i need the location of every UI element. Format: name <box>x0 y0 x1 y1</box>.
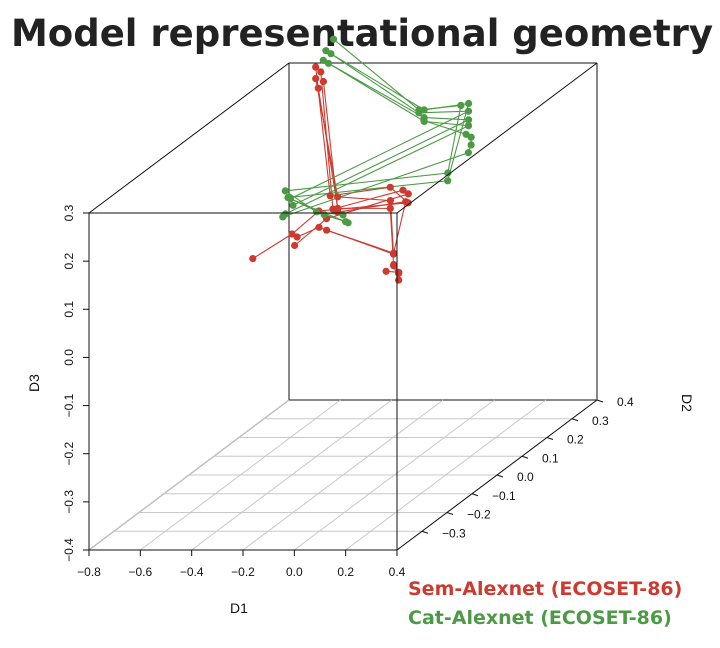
data-point <box>457 101 465 109</box>
d3-tick-label: −0.4 <box>62 538 76 562</box>
d1-tick-label: −0.2 <box>231 565 255 579</box>
d2-tick-mark <box>496 474 504 478</box>
d3-tick-label: −0.2 <box>62 442 76 466</box>
data-point <box>291 241 299 250</box>
data-point <box>386 197 394 205</box>
d2-tick-label: −0.2 <box>467 508 491 522</box>
series-line <box>285 62 471 215</box>
d1-tick-label: 0.2 <box>337 565 354 579</box>
data-point <box>415 109 423 117</box>
data-point <box>312 63 320 71</box>
data-point <box>390 249 398 257</box>
d1-tick-label: −0.6 <box>128 565 152 579</box>
data-point <box>315 223 323 231</box>
data-point <box>395 276 403 284</box>
series-line <box>292 59 469 206</box>
d3-tick-label: −0.1 <box>62 393 76 417</box>
d2-tick-label: 0.0 <box>517 470 534 484</box>
data-point <box>279 213 287 221</box>
d1-tick-label: −0.4 <box>180 565 204 579</box>
series-lines <box>252 38 472 281</box>
data-point <box>467 141 475 149</box>
d2-tick-label: 0.2 <box>567 433 584 447</box>
data-point <box>386 204 394 212</box>
axis-ticks: −0.8 −0.6 −0.4 −0.2 0.0 0.2 0.4−0.4−0.3−0.2−0.… <box>62 204 634 579</box>
box-edge <box>88 62 290 214</box>
d2-tick-mark <box>421 530 429 534</box>
d2-tick-label: 0.3 <box>592 414 609 428</box>
d3-tick-label: 0.2 <box>62 252 76 269</box>
data-point <box>339 211 347 219</box>
data-point <box>289 201 297 209</box>
d2-tick-mark <box>596 399 604 403</box>
data-point <box>293 233 301 241</box>
data-point <box>390 261 398 269</box>
data-point <box>324 59 332 67</box>
data-point <box>395 268 403 276</box>
d2-axis-label: D2 <box>679 394 695 412</box>
data-point <box>326 192 334 200</box>
series-line <box>296 78 395 255</box>
data-point <box>312 75 320 83</box>
legend-cat-alexnet: Cat-Alexnet (ECOSET-86) <box>408 607 672 629</box>
data-point <box>465 99 473 108</box>
chart-title: Model representational geometry <box>11 12 713 55</box>
data-point <box>404 199 412 207</box>
d1-tick-label: 0.0 <box>286 565 303 579</box>
data-point <box>312 208 321 216</box>
data-point <box>334 193 342 201</box>
data-point <box>467 133 475 141</box>
d3-tick-label: 0.1 <box>62 301 76 318</box>
d2-tick-label: 0.1 <box>542 451 559 465</box>
data-point <box>464 107 473 115</box>
d2-tick-label: −0.1 <box>492 489 516 503</box>
series-line <box>282 120 472 218</box>
data-point <box>344 219 352 227</box>
d1-axis-label: D1 <box>230 600 248 616</box>
data-point <box>404 190 412 198</box>
d3-tick-label: −0.3 <box>62 490 76 514</box>
data-point <box>464 149 472 157</box>
data-point <box>382 267 390 275</box>
data-point <box>464 122 473 130</box>
d2-tick-mark <box>571 418 579 422</box>
data-point <box>320 211 328 219</box>
data-point <box>386 183 394 191</box>
data-point <box>249 255 257 263</box>
d1-tick-label: −0.8 <box>77 565 101 579</box>
series-points <box>249 35 475 284</box>
data-point <box>334 204 342 212</box>
data-point <box>329 35 338 43</box>
data-point <box>319 77 327 86</box>
d2-tick-label: −0.3 <box>442 526 466 540</box>
data-point <box>327 50 335 58</box>
data-point <box>444 177 452 185</box>
data-point <box>286 195 294 203</box>
d2-tick-mark <box>521 455 529 459</box>
d2-tick-mark <box>546 437 554 440</box>
data-point <box>317 68 325 76</box>
data-point <box>399 186 407 194</box>
series-line <box>322 81 407 254</box>
d3-axis-label: D3 <box>26 374 42 392</box>
d2-tick-mark <box>446 512 454 515</box>
d2-tick-mark <box>471 493 479 497</box>
d1-tick-label: 0.4 <box>389 565 406 579</box>
legend-sem-alexnet: Sem-Alexnet (ECOSET-86) <box>408 578 682 600</box>
box-edge <box>396 62 598 214</box>
data-point <box>323 226 331 234</box>
d2-tick-label: 0.4 <box>617 395 634 409</box>
data-point <box>444 169 452 177</box>
data-point <box>465 116 473 124</box>
data-point <box>420 117 428 125</box>
data-point <box>281 187 289 195</box>
d3-tick-label: 0.3 <box>62 204 76 221</box>
d3-tick-label: 0.0 <box>62 349 76 366</box>
data-point <box>314 84 322 92</box>
